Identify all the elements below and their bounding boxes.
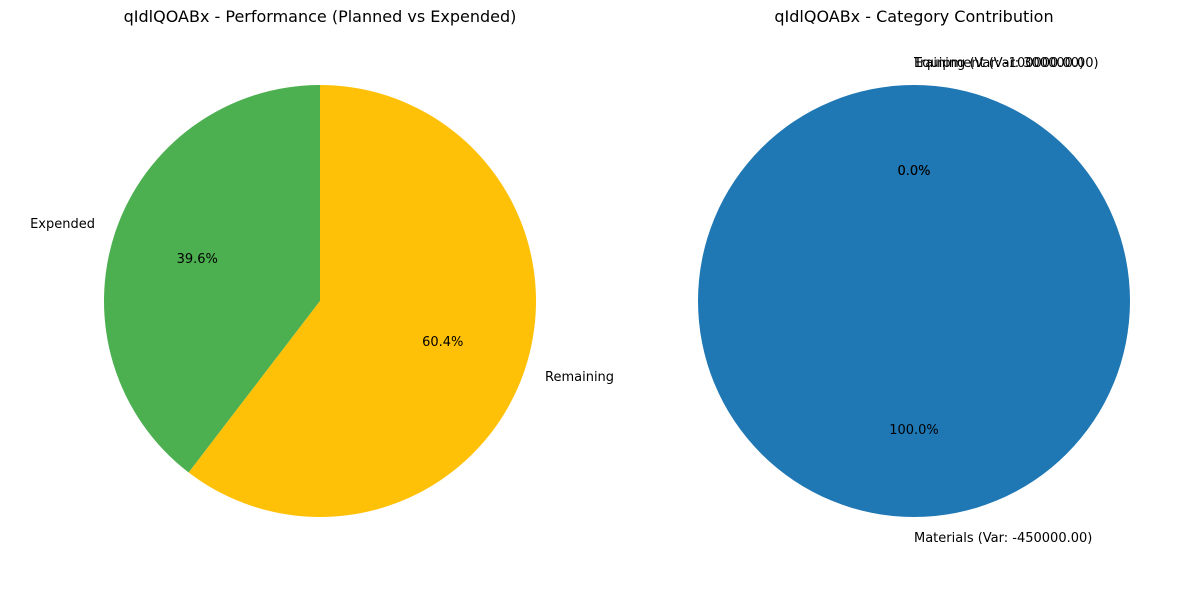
chart-1-title: qIdlQOABx - Performance (Planned vs Expe… (124, 7, 517, 26)
pie-chart-performance: Expended 39.6% Remaining 60.4% (30, 85, 614, 517)
pie-slice-materials (698, 85, 1130, 517)
chart-2-title: qIdlQOABx - Category Contribution (774, 7, 1053, 26)
pie-pct-expended: 39.6% (177, 252, 218, 267)
pie-pct-training: 0.0% (897, 164, 930, 179)
pie-label-training: Training (Var: -100000.00) (913, 56, 1084, 71)
pie-label-equipment: Equipment (Var: 300000.00) (914, 56, 1099, 71)
pie-slice-expended (104, 85, 320, 473)
pie-label-remaining: Remaining (545, 370, 614, 385)
pie-slice-remaining (188, 85, 536, 517)
pie-pct-remaining: 60.4% (422, 335, 463, 350)
pie-pct-materials: 100.0% (889, 423, 939, 438)
pie-label-materials: Materials (Var: -450000.00) (914, 531, 1092, 546)
pie-label-expended: Expended (30, 217, 95, 232)
pie-pct-equipment: 0.0% (897, 164, 930, 179)
pie-chart-category-contribution: Materials (Var: -450000.00) 100.0% Equipme… (698, 56, 1130, 546)
